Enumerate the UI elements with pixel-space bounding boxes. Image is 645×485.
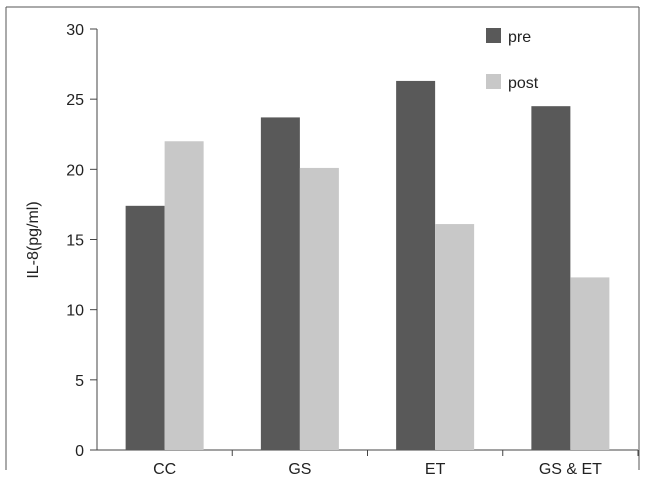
y-tick-label: 30 [66,22,84,39]
bar-pre-gs-et [531,106,571,450]
y-tick-label: 20 [66,162,84,179]
y-axis-label: IL-8(pg/ml) [25,201,42,278]
y-tick-label: 15 [66,233,84,250]
bar-pre-et [396,80,436,450]
x-category-label: ET [425,461,446,478]
legend: pre post [486,28,539,92]
bar-post-et [435,224,475,450]
bars-group [125,80,610,450]
legend-label-pre: pre [508,29,531,46]
x-category-label: GS [288,461,311,478]
bar-post-cc [164,141,204,450]
y-tick-label: 25 [66,92,84,109]
y-tick-label: 0 [75,443,84,460]
x-axis-labels: CC GS ET GS & ET [153,450,639,478]
y-tick-label: 10 [66,303,84,320]
legend-label-post: post [508,75,539,92]
legend-swatch-post [486,74,501,89]
bar-pre-cc [125,205,165,450]
y-axis-ticks: 0 5 10 15 20 25 30 [66,22,97,460]
legend-swatch-pre [486,28,501,43]
bar-post-gs-et [570,277,610,450]
x-category-label: CC [153,461,176,478]
y-tick-label: 5 [75,373,84,390]
x-category-label: GS & ET [539,461,602,478]
bar-pre-gs [260,117,300,450]
bar-post-gs [299,167,339,450]
